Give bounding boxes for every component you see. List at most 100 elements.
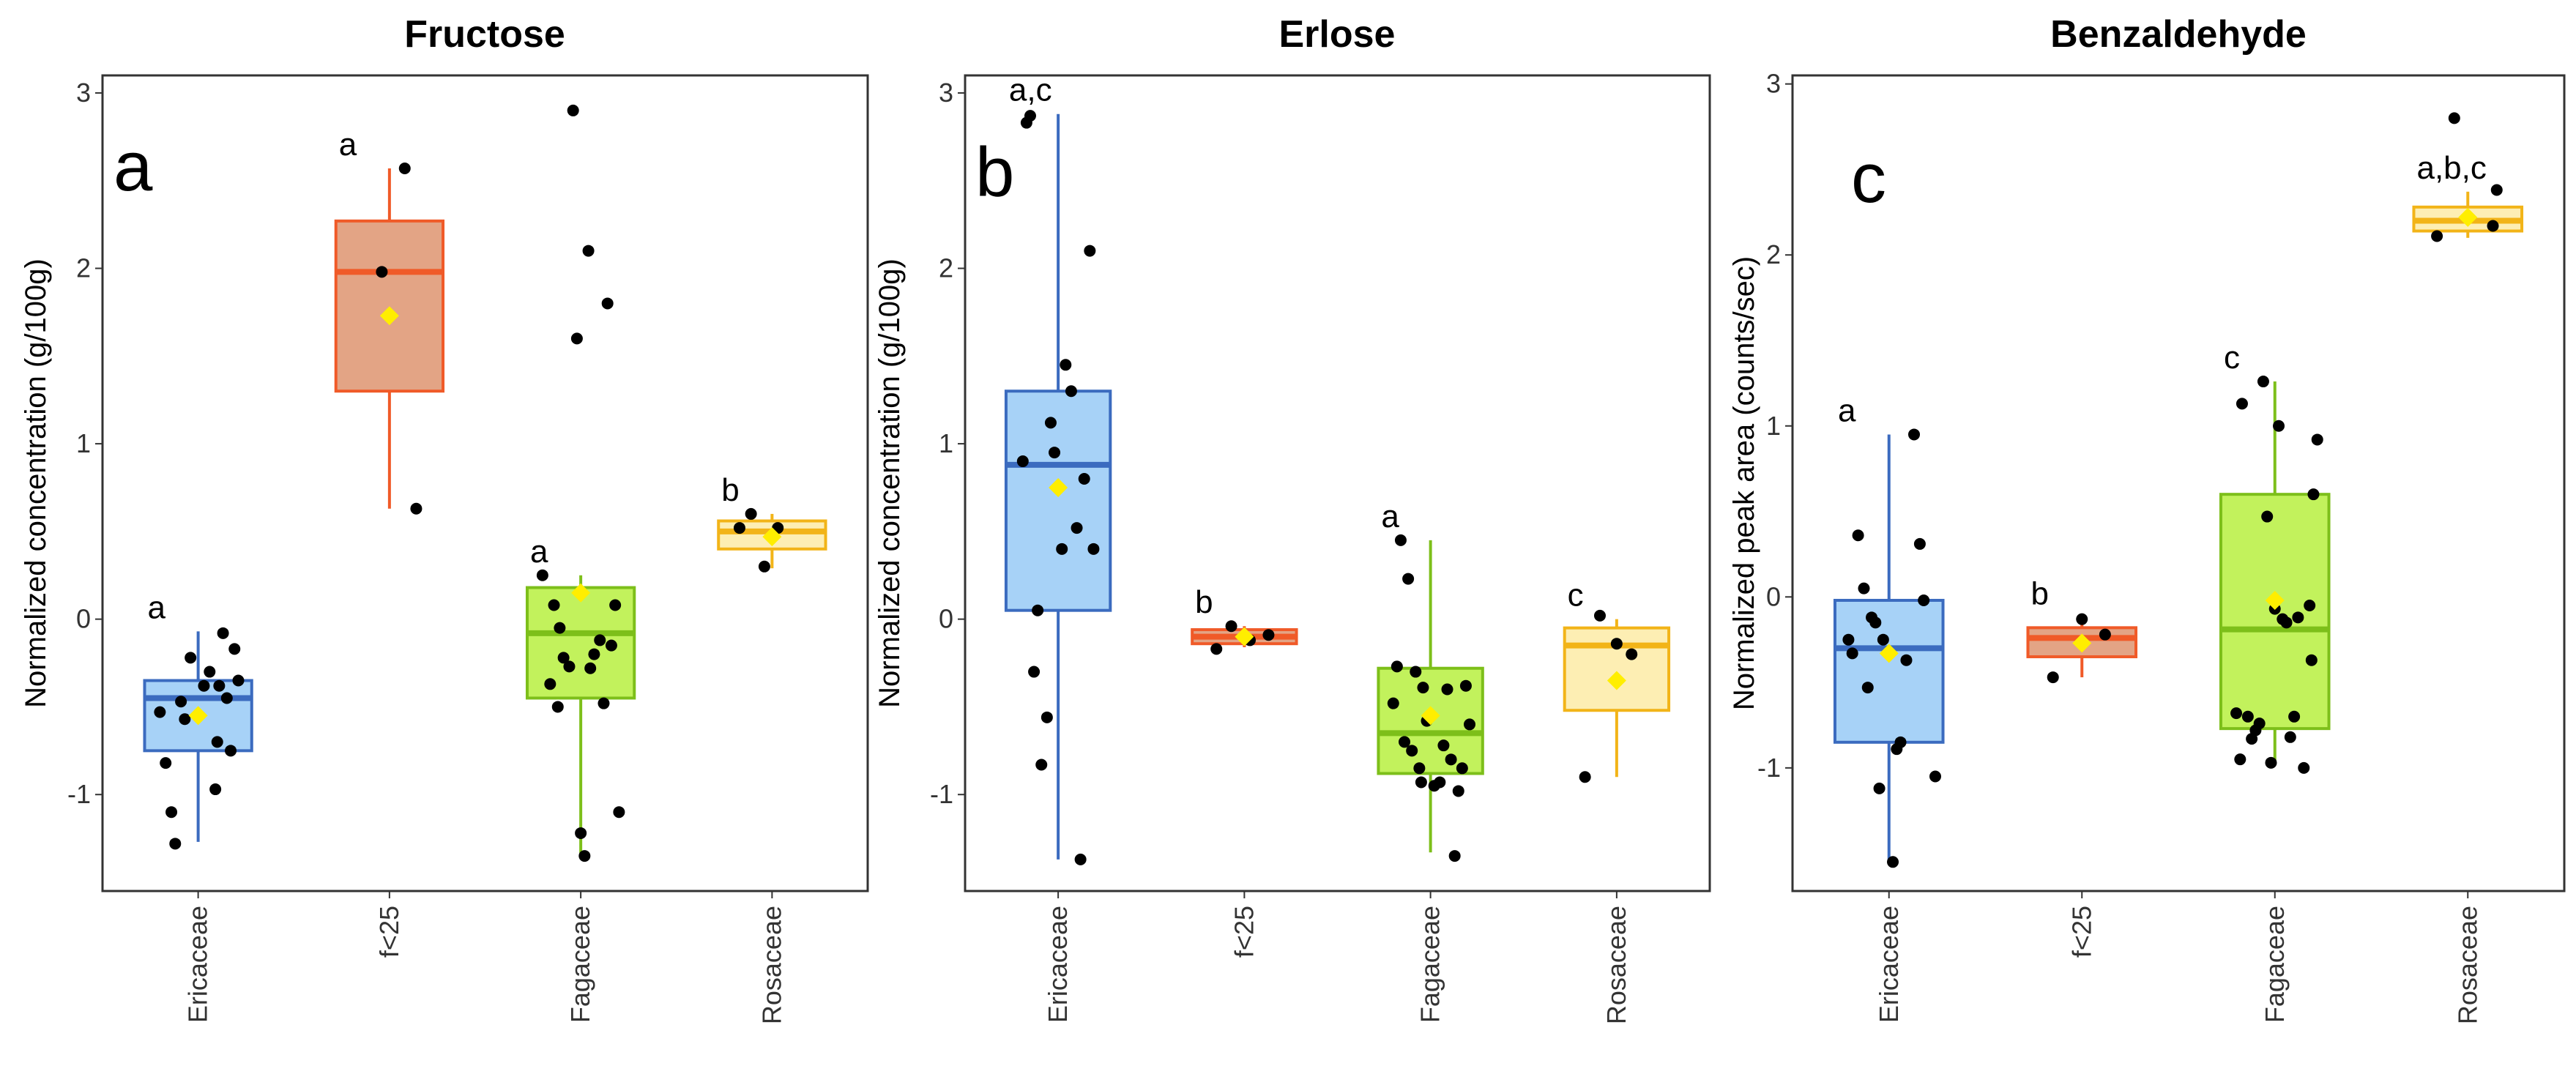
x-tick-label: Ericaceae bbox=[1043, 906, 1073, 1023]
data-point bbox=[1441, 683, 1453, 696]
data-point bbox=[2431, 230, 2443, 242]
group-letter: a bbox=[339, 127, 357, 163]
data-point bbox=[2288, 710, 2301, 723]
data-point bbox=[1262, 629, 1275, 641]
data-point bbox=[1434, 776, 1446, 789]
mean-marker bbox=[188, 706, 208, 726]
data-point bbox=[1869, 616, 1882, 629]
data-point bbox=[1452, 785, 1464, 797]
data-point bbox=[165, 806, 178, 819]
data-point bbox=[1402, 573, 1415, 585]
data-point bbox=[2448, 112, 2460, 124]
data-point bbox=[745, 507, 757, 520]
data-point bbox=[557, 652, 570, 664]
plot-frame bbox=[101, 74, 869, 892]
data-point bbox=[1387, 697, 1399, 709]
mean-marker bbox=[2265, 590, 2285, 610]
data-point bbox=[1391, 660, 1403, 673]
data-point bbox=[1417, 682, 1429, 694]
data-point bbox=[169, 838, 182, 850]
data-point bbox=[1929, 770, 1941, 783]
x-tick-label: f<25 bbox=[1229, 906, 1259, 958]
group-letter: b bbox=[1195, 584, 1213, 620]
data-point bbox=[160, 757, 172, 769]
data-point bbox=[2234, 753, 2246, 766]
data-point bbox=[582, 245, 595, 257]
data-point bbox=[2490, 184, 2503, 196]
data-point bbox=[1861, 682, 1874, 694]
data-point bbox=[1071, 522, 1083, 534]
iqr-box bbox=[1004, 390, 1112, 612]
mean-marker bbox=[2458, 207, 2478, 227]
mean-marker bbox=[1607, 671, 1626, 690]
data-point bbox=[154, 706, 166, 718]
data-point bbox=[220, 692, 233, 704]
x-tick-label: Fagaceae bbox=[565, 906, 595, 1023]
plot-frame bbox=[964, 74, 1711, 892]
panel-title: Benzaldehyde bbox=[2050, 13, 2307, 56]
data-point bbox=[536, 569, 548, 581]
data-point bbox=[1858, 582, 1870, 594]
data-point bbox=[1078, 473, 1090, 485]
data-point bbox=[1032, 604, 1044, 616]
y-tick-label: 2 bbox=[1766, 239, 1781, 269]
data-point bbox=[551, 701, 564, 713]
group-letter: a bbox=[1838, 392, 1856, 428]
x-tick-label: Rosaceae bbox=[2452, 906, 2482, 1024]
data-point bbox=[228, 643, 241, 655]
x-tick-label: Rosaceae bbox=[1601, 906, 1631, 1024]
data-point bbox=[563, 660, 576, 673]
data-point bbox=[601, 297, 614, 310]
group-letter: c bbox=[2224, 340, 2240, 376]
data-point bbox=[1087, 543, 1100, 555]
data-point bbox=[2487, 220, 2499, 232]
group-letter: a bbox=[530, 534, 548, 570]
panel-erlose: Erlose Normalized concentration (g/100g) -… bbox=[874, 13, 1711, 1024]
box-f-25: a bbox=[334, 127, 445, 509]
data-point bbox=[1846, 647, 1858, 660]
data-point bbox=[1437, 739, 1450, 752]
data-point bbox=[1887, 856, 1899, 868]
x-tick-label: Fagaceae bbox=[1415, 906, 1445, 1023]
y-tick-label: -1 bbox=[930, 779, 953, 809]
y-tick-label: 2 bbox=[76, 253, 91, 283]
data-point bbox=[1074, 853, 1087, 865]
data-point bbox=[198, 679, 210, 692]
data-point bbox=[1852, 529, 1864, 542]
mean-marker bbox=[1235, 627, 1254, 646]
box-fagaceae: c bbox=[2219, 340, 2331, 765]
panel-benzaldehyde: Benzaldehyde Normalized peak area (counts… bbox=[1728, 13, 2566, 1024]
data-point bbox=[398, 162, 411, 174]
data-point bbox=[1394, 534, 1407, 546]
data-point bbox=[2307, 488, 2320, 501]
data-point bbox=[217, 627, 229, 639]
data-point bbox=[2280, 616, 2293, 629]
data-point bbox=[1399, 736, 1411, 748]
data-point bbox=[1894, 736, 1907, 748]
plot-frame bbox=[1791, 74, 2566, 892]
y-tick-label: 0 bbox=[76, 604, 91, 634]
data-point bbox=[1459, 679, 1472, 692]
mean-marker bbox=[762, 527, 782, 547]
data-point bbox=[1065, 385, 1077, 398]
data-point bbox=[2257, 376, 2269, 388]
data-point bbox=[1016, 455, 1029, 468]
data-point bbox=[1842, 633, 1855, 646]
data-point bbox=[2298, 761, 2310, 774]
data-point bbox=[175, 696, 187, 708]
data-point bbox=[1877, 633, 1889, 646]
data-point bbox=[213, 679, 226, 692]
data-point bbox=[410, 502, 422, 515]
y-tick-label: 0 bbox=[1766, 581, 1781, 611]
data-point bbox=[2292, 611, 2304, 624]
data-point bbox=[575, 827, 587, 839]
data-point bbox=[376, 266, 388, 278]
data-point bbox=[1044, 417, 1057, 429]
y-tick-label: -1 bbox=[1757, 753, 1781, 783]
data-point bbox=[2236, 398, 2248, 410]
data-point bbox=[578, 850, 591, 862]
data-point bbox=[613, 806, 625, 819]
data-point bbox=[1084, 245, 1096, 257]
data-point bbox=[1579, 771, 1591, 783]
